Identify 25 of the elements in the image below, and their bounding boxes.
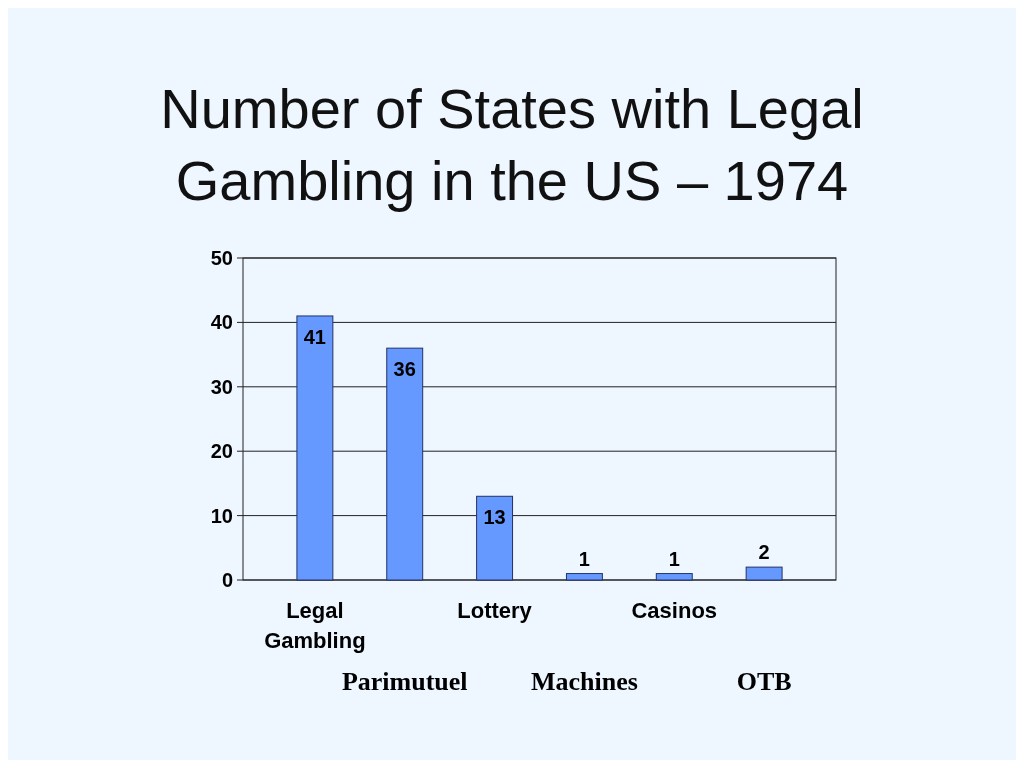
x-tick-label: Machines xyxy=(530,667,638,696)
x-tick-label: OTB xyxy=(736,667,792,696)
data-label: 41 xyxy=(303,325,326,348)
bar xyxy=(476,495,514,581)
x-tick-label: Parimutuel xyxy=(341,667,468,696)
y-tick-label: 20 xyxy=(210,440,233,463)
bar xyxy=(565,573,603,581)
x-tick-label: Lottery xyxy=(457,598,533,623)
data-label: 13 xyxy=(483,506,506,529)
data-label: 2 xyxy=(758,541,770,564)
y-tick-label: 40 xyxy=(210,311,233,334)
data-label: 36 xyxy=(393,358,416,381)
y-tick-label: 10 xyxy=(210,504,233,527)
chart-title: Number of States with Legal Gambling in the US – 1974 xyxy=(160,77,864,212)
x-tick-label: Casinos xyxy=(631,598,718,623)
bar xyxy=(655,573,693,581)
x-tick-label: Legal Gambling xyxy=(264,598,366,653)
bar xyxy=(745,566,783,581)
y-tick-label: 50 xyxy=(210,247,233,269)
data-label: 1 xyxy=(578,547,590,570)
data-label: 1 xyxy=(668,547,680,570)
y-tick-label: 0 xyxy=(221,569,233,591)
bar xyxy=(296,315,334,581)
y-tick-label: 30 xyxy=(210,375,233,398)
bar xyxy=(386,347,424,581)
